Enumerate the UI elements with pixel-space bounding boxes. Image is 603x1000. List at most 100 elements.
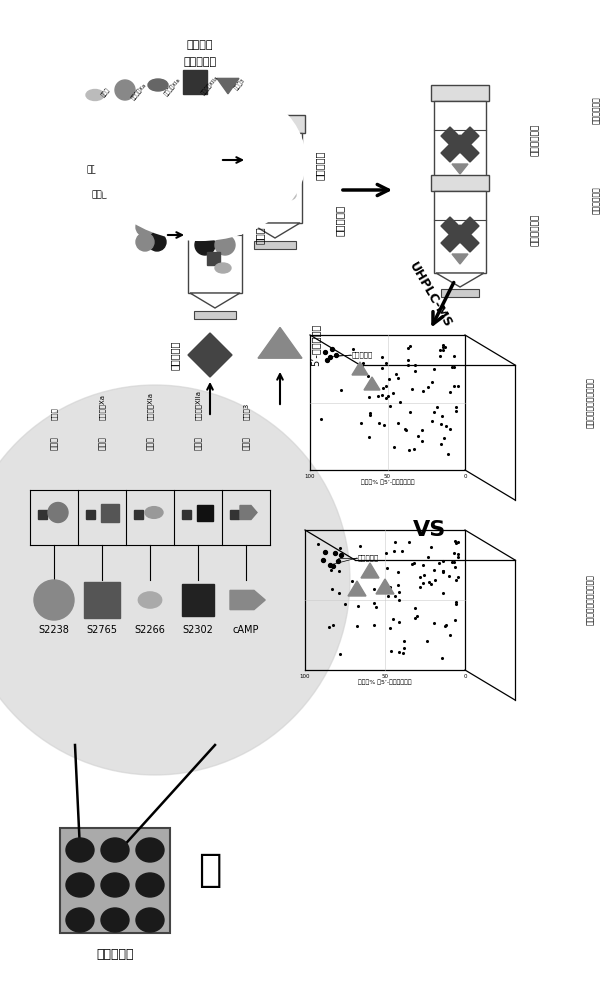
Point xyxy=(353,618,362,634)
Point xyxy=(371,599,380,615)
Point xyxy=(404,534,414,550)
Bar xyxy=(441,289,479,297)
Point xyxy=(401,422,411,438)
Text: 待筛化合物: 待筛化合物 xyxy=(87,165,113,174)
Point xyxy=(450,378,459,394)
Polygon shape xyxy=(257,150,283,170)
Point xyxy=(334,563,344,579)
Circle shape xyxy=(136,218,154,236)
Point xyxy=(333,553,343,569)
Point xyxy=(364,389,373,405)
Text: 100: 100 xyxy=(305,474,315,479)
Point xyxy=(391,366,400,382)
Point xyxy=(405,404,415,420)
Point xyxy=(418,575,428,591)
Point xyxy=(394,614,404,630)
Point xyxy=(386,579,396,595)
Point xyxy=(335,540,345,556)
Point xyxy=(336,382,346,398)
Point xyxy=(427,539,437,555)
Point xyxy=(380,545,390,561)
Polygon shape xyxy=(441,127,459,145)
Point xyxy=(377,360,387,376)
Point xyxy=(438,339,447,355)
Circle shape xyxy=(195,215,215,235)
Bar xyxy=(431,85,489,101)
Polygon shape xyxy=(461,234,479,252)
Point xyxy=(447,554,457,570)
Point xyxy=(453,378,463,394)
Point xyxy=(365,405,374,421)
Point xyxy=(356,586,366,602)
Point xyxy=(445,384,455,400)
Point xyxy=(415,569,425,585)
Circle shape xyxy=(215,215,235,235)
Point xyxy=(445,627,455,643)
Point xyxy=(439,430,449,446)
Point xyxy=(412,608,421,624)
Bar xyxy=(134,510,143,518)
Point xyxy=(368,581,378,597)
Polygon shape xyxy=(258,327,302,358)
Point xyxy=(325,349,335,365)
Bar xyxy=(270,173,284,187)
Text: 凝血因子Xa: 凝血因子Xa xyxy=(99,394,106,420)
Point xyxy=(384,371,394,387)
Point xyxy=(437,650,447,666)
Text: 阱性抑制剂: 阱性抑制剂 xyxy=(358,555,379,561)
Ellipse shape xyxy=(101,838,129,862)
Text: 待筛化合物: 待筛化合物 xyxy=(183,57,216,67)
Point xyxy=(374,415,384,431)
Point xyxy=(441,418,450,434)
Point xyxy=(435,555,444,571)
Bar xyxy=(434,101,486,183)
Point xyxy=(327,581,337,597)
Point xyxy=(410,357,420,373)
Point xyxy=(335,646,345,662)
Ellipse shape xyxy=(101,873,129,897)
Text: 干血斑组产物: 干血斑组产物 xyxy=(531,214,540,246)
Polygon shape xyxy=(461,217,479,235)
Point xyxy=(410,600,420,616)
Point xyxy=(385,581,394,597)
Point xyxy=(357,359,367,375)
Point xyxy=(384,388,393,404)
Point xyxy=(358,355,368,371)
Point xyxy=(356,415,365,431)
Point xyxy=(423,633,432,649)
Text: 抑制剂: 抑制剂 xyxy=(98,436,107,450)
Ellipse shape xyxy=(66,838,94,862)
Point xyxy=(403,442,413,458)
Ellipse shape xyxy=(136,908,164,932)
Text: 抑制率% （5’-单磷酸腊苷）: 抑制率% （5’-单磷酸腊苷） xyxy=(361,479,414,485)
Bar xyxy=(207,252,220,265)
Circle shape xyxy=(148,218,166,236)
Point xyxy=(393,577,403,593)
Text: S2238: S2238 xyxy=(39,625,69,635)
Point xyxy=(364,368,373,384)
Ellipse shape xyxy=(145,507,163,518)
Point xyxy=(364,429,374,445)
Point xyxy=(453,549,463,565)
Point xyxy=(318,552,328,568)
Bar xyxy=(86,510,95,518)
Point xyxy=(449,554,458,570)
Point xyxy=(440,339,450,355)
Point xyxy=(452,403,461,419)
Point xyxy=(417,422,427,438)
Point xyxy=(400,421,410,437)
Circle shape xyxy=(277,155,297,175)
Bar xyxy=(185,185,245,203)
Point xyxy=(438,563,448,579)
Text: 凝血因子XIa: 凝血因子XIa xyxy=(163,77,182,97)
Polygon shape xyxy=(190,293,240,308)
Point xyxy=(377,387,387,403)
Point xyxy=(411,610,420,626)
Text: 磷酸酯3: 磷酸酯3 xyxy=(242,403,249,420)
Point xyxy=(450,533,460,549)
Bar xyxy=(434,191,486,273)
Text: 抑制剂: 抑制剂 xyxy=(194,436,203,450)
Polygon shape xyxy=(230,590,265,610)
Text: 对照基底底: 对照基底底 xyxy=(170,340,180,370)
Text: 干血斑组押制剂筛选结果: 干血斑组押制剂筛选结果 xyxy=(586,377,595,428)
